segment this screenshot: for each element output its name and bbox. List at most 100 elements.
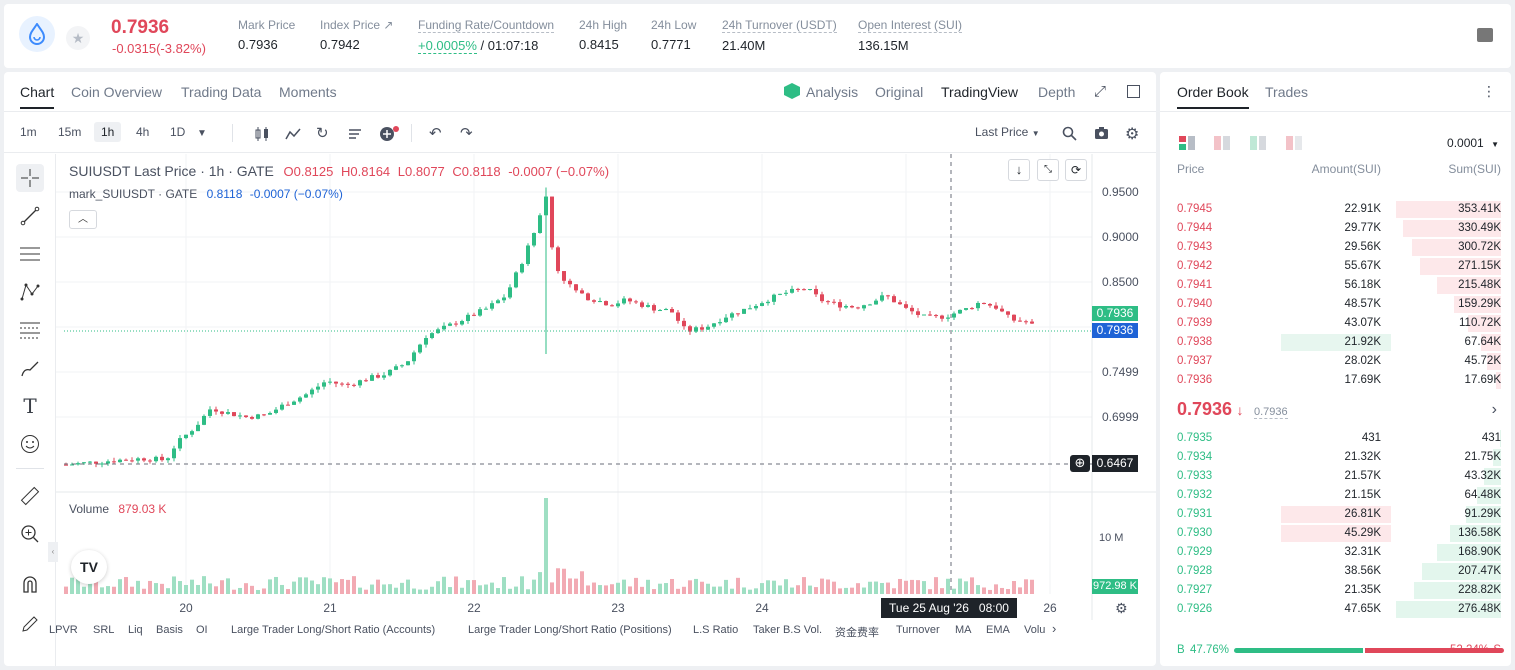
timeframe-15m[interactable]: 15m xyxy=(58,125,82,139)
orderbook-row[interactable]: 0.7944 29.77K 330.49K xyxy=(1160,219,1511,238)
replay-icon[interactable]: ↻ xyxy=(316,125,329,142)
ticker-header: ★ 0.7936 -0.0315(-3.82%) Mark Price 0.793… xyxy=(4,4,1511,68)
orderbook-row[interactable]: 0.7935 431 431 xyxy=(1160,429,1511,448)
indicators-icon[interactable] xyxy=(285,126,301,145)
favorite-star-icon[interactable]: ★ xyxy=(66,26,90,50)
tab-tradingview[interactable]: TradingView xyxy=(941,84,1019,100)
camera-icon[interactable] xyxy=(1094,126,1109,143)
pencil-icon[interactable] xyxy=(16,610,44,638)
orderbook-row[interactable]: 0.7930 45.29K 136.58K xyxy=(1160,524,1511,543)
ruler-icon[interactable] xyxy=(16,482,44,510)
indicator-turnover[interactable]: Turnover xyxy=(896,624,940,636)
template-icon[interactable] xyxy=(347,126,363,145)
indicator-taker-vol[interactable]: Taker B.S Vol. xyxy=(753,624,823,636)
crosshair-icon[interactable] xyxy=(16,164,44,192)
tab-trading-data[interactable]: Trading Data xyxy=(181,84,262,100)
pattern-icon[interactable] xyxy=(16,278,44,306)
tab-coin-overview[interactable]: Coin Overview xyxy=(71,84,163,100)
view-both-icon[interactable] xyxy=(1179,136,1195,155)
stat-index-price[interactable]: Index Price ↗ 0.7942 xyxy=(320,18,393,52)
chevron-right-icon[interactable]: › xyxy=(1052,621,1057,636)
orderbook-row[interactable]: 0.7927 21.35K 228.82K xyxy=(1160,581,1511,600)
more-vertical-icon[interactable]: ⋮ xyxy=(1482,83,1496,99)
timeframe-4h[interactable]: 4h xyxy=(136,125,150,139)
mid-price-row[interactable]: 0.7936 ↓ 0.7936 xyxy=(1177,399,1288,420)
emoji-icon[interactable] xyxy=(16,430,44,458)
chevron-down-icon[interactable]: ▼ xyxy=(197,128,207,139)
orderbook-row[interactable]: 0.7932 21.15K 64.48K xyxy=(1160,486,1511,505)
indicator-ma[interactable]: MA xyxy=(955,624,972,636)
text-tool-icon[interactable]: T xyxy=(23,394,37,418)
view-asks-icon[interactable] xyxy=(1214,136,1230,155)
collapse-arrows-icon[interactable]: ⤡ xyxy=(1037,159,1059,181)
legend-change: -0.0007 (−0.07%) xyxy=(508,164,610,179)
redo-icon[interactable]: ↷ xyxy=(460,125,473,142)
window-icon[interactable] xyxy=(1127,85,1140,98)
orderbook-row[interactable]: 0.7929 32.31K 168.90K xyxy=(1160,543,1511,562)
tab-chart[interactable]: Chart xyxy=(20,84,55,109)
indicator-volume[interactable]: Volu xyxy=(1024,624,1046,636)
orderbook-row[interactable]: 0.7943 29.56K 300.72K xyxy=(1160,238,1511,257)
timeframe-1m[interactable]: 1m xyxy=(20,125,37,139)
chevron-right-icon[interactable]: › xyxy=(1491,401,1497,418)
indicator-lpvr[interactable]: LPVR xyxy=(49,624,78,636)
orderbook-row[interactable]: 0.7928 38.56K 207.47K xyxy=(1160,562,1511,581)
indicator-basis[interactable]: Basis xyxy=(156,624,183,636)
orderbook-row[interactable]: 0.7942 55.67K 271.15K xyxy=(1160,257,1511,276)
view-depth-icon[interactable] xyxy=(1286,136,1302,155)
alert-add-icon[interactable] xyxy=(379,126,399,145)
orderbook-row[interactable]: 0.7940 48.57K 159.29K xyxy=(1160,295,1511,314)
view-bids-icon[interactable] xyxy=(1250,136,1266,155)
refresh-icon[interactable]: ⟳ xyxy=(1065,159,1087,181)
price-source-select[interactable]: Last Price ▼ xyxy=(975,125,1040,139)
timeframe-1h[interactable]: 1h xyxy=(94,122,122,142)
tab-order-book[interactable]: Order Book xyxy=(1177,84,1249,109)
collapse-legend-button[interactable]: ︿ xyxy=(69,210,97,229)
chevron-left-icon[interactable]: ‹ xyxy=(48,542,58,562)
orderbook-row[interactable]: 0.7941 56.18K 215.48K xyxy=(1160,276,1511,295)
indicator-ls-ratio[interactable]: L.S Ratio xyxy=(693,624,739,636)
orderbook-row[interactable]: 0.7938 21.92K 67.64K xyxy=(1160,333,1511,352)
orderbook-row[interactable]: 0.7926 47.65K 276.48K xyxy=(1160,600,1511,619)
orderbook-row[interactable]: 0.7937 28.02K 45.72K xyxy=(1160,352,1511,371)
row-amount: 22.91K xyxy=(1344,203,1381,215)
download-arrow-icon[interactable]: ↓ xyxy=(1008,159,1030,181)
tab-trades[interactable]: Trades xyxy=(1265,84,1309,100)
tab-depth[interactable]: Depth xyxy=(1038,84,1076,100)
orderbook-row[interactable]: 0.7931 26.81K 91.29K xyxy=(1160,505,1511,524)
precision-select[interactable]: 0.0001 ▼ xyxy=(1447,136,1499,150)
add-order-plus-icon[interactable]: ⊕ xyxy=(1070,455,1090,472)
indicator-funding-rate[interactable]: 资金费率 xyxy=(835,627,879,639)
horizontal-lines-icon[interactable] xyxy=(16,240,44,268)
axis-settings-gear-icon[interactable]: ⚙ xyxy=(1115,600,1128,616)
orderbook-row[interactable]: 0.7933 21.57K 43.32K xyxy=(1160,467,1511,486)
book-icon[interactable] xyxy=(1477,28,1493,42)
tab-original[interactable]: Original xyxy=(875,84,924,100)
brush-icon[interactable] xyxy=(16,354,44,382)
tab-moments[interactable]: Moments xyxy=(279,84,337,100)
tradingview-logo-icon[interactable]: TV xyxy=(71,550,107,584)
zoom-in-icon[interactable] xyxy=(16,520,44,548)
orderbook-row[interactable]: 0.7934 21.32K 21.75K xyxy=(1160,448,1511,467)
search-icon[interactable] xyxy=(1062,126,1077,144)
fib-icon[interactable] xyxy=(16,316,44,344)
indicator-ls-accounts[interactable]: Large Trader Long/Short Ratio (Accounts) xyxy=(231,624,436,636)
indicator-ema[interactable]: EMA xyxy=(986,624,1010,636)
orderbook-row[interactable]: 0.7945 22.91K 353.41K xyxy=(1160,200,1511,219)
indicator-ls-positions[interactable]: Large Trader Long/Short Ratio (Positions… xyxy=(468,624,672,636)
gear-icon[interactable]: ⚙ xyxy=(1125,126,1140,143)
indicator-srl[interactable]: SRL xyxy=(93,624,115,636)
trend-line-icon[interactable] xyxy=(16,202,44,230)
row-sum: 276.48K xyxy=(1458,603,1501,615)
magnet-icon[interactable] xyxy=(16,570,44,598)
indicator-liq[interactable]: Liq xyxy=(128,624,143,636)
orderbook-row[interactable]: 0.7939 43.07K 110.72K xyxy=(1160,314,1511,333)
candles-icon[interactable] xyxy=(254,126,270,145)
expand-icon[interactable]: ⤢ xyxy=(1094,83,1107,100)
orderbook-row[interactable]: 0.7936 17.69K 17.69K xyxy=(1160,371,1511,390)
indicator-oi[interactable]: OI xyxy=(196,624,208,636)
undo-icon[interactable]: ↶ xyxy=(429,125,442,142)
tab-analysis[interactable]: Analysis xyxy=(806,84,859,100)
timeframe-1d[interactable]: 1D xyxy=(170,125,186,139)
